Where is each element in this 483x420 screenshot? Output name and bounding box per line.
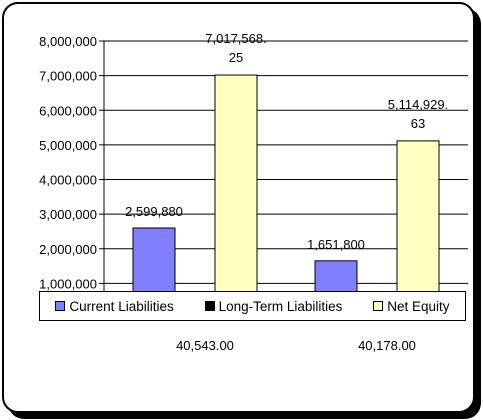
data-label: 7,017,568.	[205, 31, 266, 46]
bar	[214, 74, 258, 319]
data-label: 2,599,880	[125, 204, 183, 219]
y-tick-label: 5,000,000	[39, 138, 97, 153]
y-tick-label: 3,000,000	[39, 207, 97, 222]
data-label: 5,114,929.	[388, 97, 448, 112]
y-tick-label: 1,000,000	[39, 276, 97, 291]
legend-item: Long-Term Liabilities	[204, 298, 343, 314]
legend-label: Net Equity	[387, 298, 450, 314]
data-label: 25	[229, 50, 243, 65]
data-label: 1,651,800	[307, 237, 365, 252]
legend-label: Current Liabilities	[69, 298, 174, 314]
legend-swatch	[373, 301, 384, 311]
y-tick-label: 6,000,000	[39, 103, 97, 118]
x-tick-label: 40,178.00	[358, 338, 416, 353]
bar	[396, 140, 440, 319]
legend-item: Net Equity	[373, 298, 450, 314]
x-tick-label: 40,543.00	[176, 338, 234, 353]
data-label: 63	[411, 116, 425, 131]
y-tick-label: 4,000,000	[39, 173, 97, 188]
chart-legend: Current Liabilities Long-Term Liabilities…	[39, 291, 466, 321]
y-tick-label: 2,000,000	[39, 242, 97, 257]
legend-item: Current Liabilities	[55, 298, 174, 314]
y-tick-label: 7,000,000	[39, 69, 97, 84]
legend-label: Long-Term Liabilities	[218, 298, 343, 314]
legend-swatch	[204, 301, 215, 311]
y-tick-label: 8,000,000	[39, 34, 97, 49]
legend-swatch	[55, 301, 66, 311]
